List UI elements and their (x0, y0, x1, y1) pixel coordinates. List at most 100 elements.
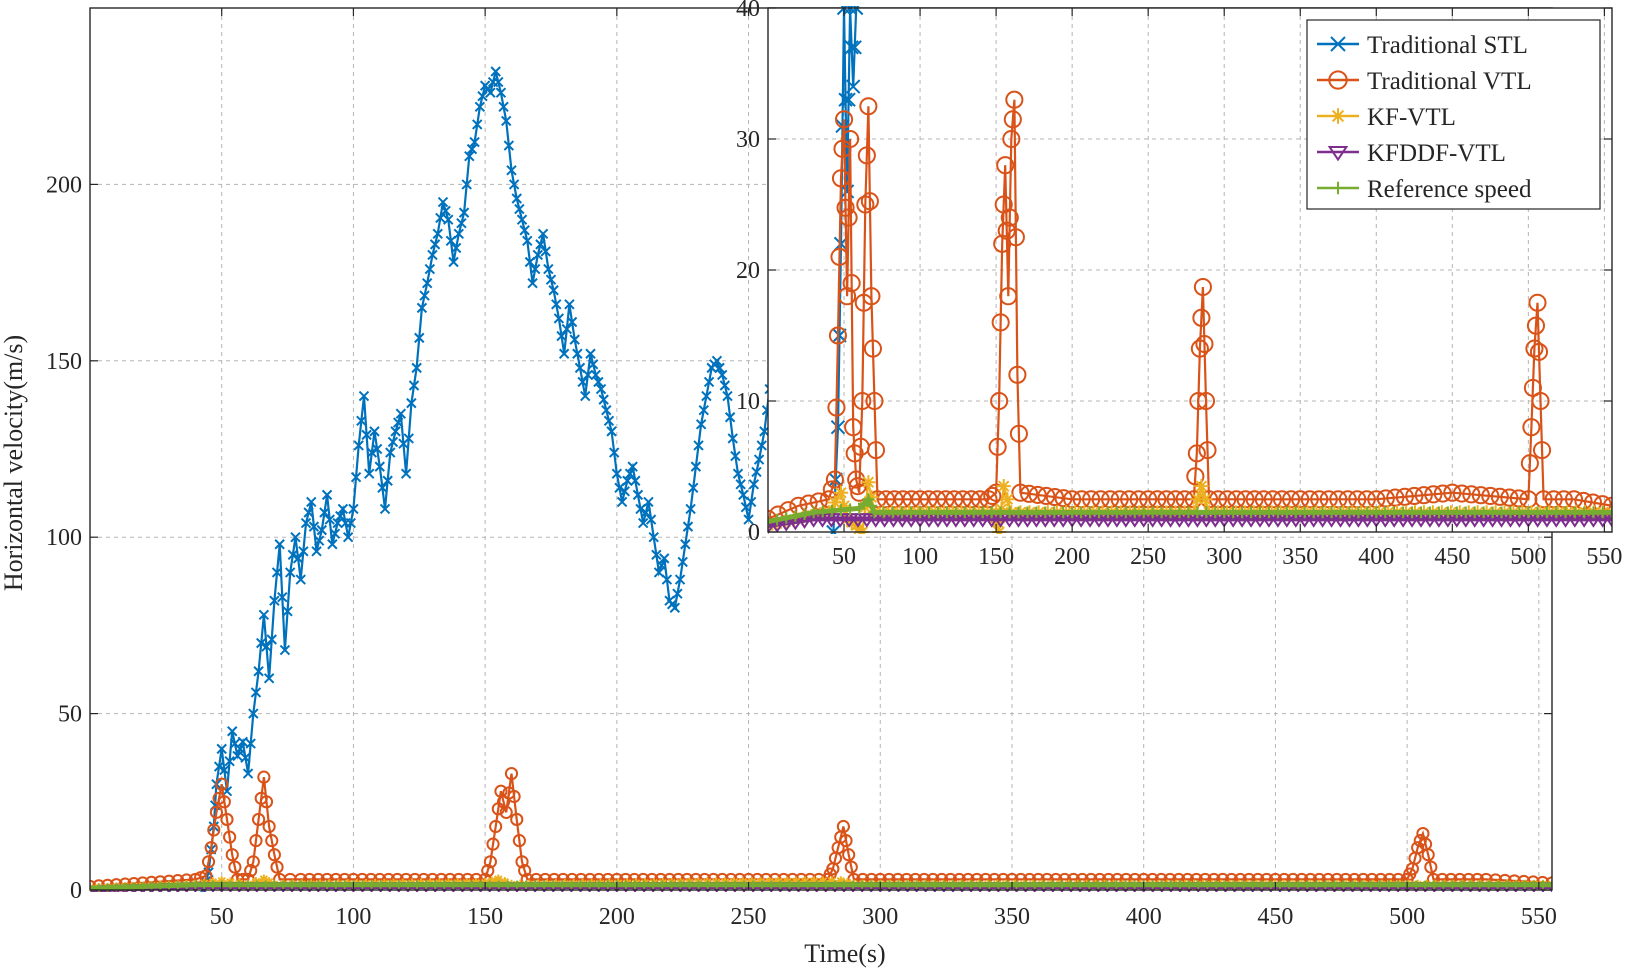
data-point (885, 880, 894, 889)
data-point (406, 397, 417, 409)
data-point (983, 486, 1002, 506)
data-point (606, 426, 617, 437)
data-point (408, 380, 420, 391)
data-point (1606, 506, 1612, 519)
data-point (1190, 492, 1205, 507)
data-point (1030, 880, 1039, 889)
data-point (481, 864, 495, 878)
data-point (858, 880, 867, 889)
data-point (831, 169, 851, 188)
data-point (827, 398, 846, 417)
data-point (1186, 467, 1205, 486)
data-point (284, 567, 296, 578)
data-point (1319, 490, 1338, 509)
data-point (335, 510, 346, 522)
data-point (1412, 880, 1421, 889)
legend-item: Traditional STL (1317, 32, 1528, 59)
data-point (1411, 841, 1425, 855)
data-point (862, 287, 881, 306)
data-point (1339, 880, 1348, 889)
data-point (429, 239, 441, 250)
data-point (844, 860, 858, 874)
data-point (1002, 129, 1021, 149)
data-point (306, 496, 317, 508)
data-point (458, 880, 467, 889)
data-point (561, 323, 573, 335)
data-point (1275, 880, 1284, 889)
data-point (510, 812, 524, 827)
data-point (771, 513, 783, 526)
data-point (261, 641, 272, 652)
data-point (314, 880, 323, 889)
data-point (353, 440, 364, 451)
data-point (1424, 860, 1438, 874)
data-point (226, 880, 235, 889)
data-point (798, 508, 811, 521)
legend-marker (1330, 36, 1346, 52)
data-point (1012, 880, 1021, 889)
data-point (498, 101, 509, 112)
data-point (377, 482, 388, 494)
data-point (1254, 490, 1273, 509)
data-point (627, 461, 638, 472)
data-point (369, 426, 380, 437)
data-point (630, 475, 641, 486)
data-point (630, 880, 640, 889)
data-point (348, 503, 359, 515)
data-point (1175, 880, 1185, 889)
data-point (1148, 880, 1157, 889)
data-point (894, 880, 903, 889)
data-point (461, 179, 472, 190)
data-point (532, 249, 544, 261)
data-point (827, 495, 843, 510)
data-point (1462, 485, 1481, 504)
data-point (842, 274, 861, 293)
data-point (379, 503, 391, 515)
data-point (1094, 880, 1103, 889)
data-point (489, 819, 503, 834)
data-point (219, 764, 230, 776)
data-point (264, 877, 275, 888)
data-point (994, 880, 1003, 889)
data-point (290, 531, 301, 543)
data-point (585, 880, 594, 889)
data-point (258, 609, 270, 621)
data-point (220, 812, 234, 827)
inset-plot: 50 100 150 200 250 300 350 400 450 500 550 0 10 20 30 4… (736, 0, 1622, 570)
data-point (674, 574, 686, 585)
data-point (503, 880, 512, 889)
data-point (321, 489, 333, 501)
data-point (1194, 880, 1203, 889)
data-point (724, 412, 736, 423)
data-point (390, 426, 401, 437)
data-point (1008, 365, 1027, 384)
data-point (746, 877, 757, 888)
data-point (250, 687, 262, 698)
data-point (395, 408, 407, 419)
data-point (537, 228, 549, 239)
data-point (1466, 880, 1475, 889)
data-point (248, 708, 259, 719)
legend-marker (1330, 108, 1346, 124)
data-point (474, 101, 486, 112)
legend-label: KFDDF-VTL (1367, 140, 1506, 167)
data-point (90, 884, 95, 892)
data-point (1166, 880, 1175, 889)
data-point (507, 789, 521, 804)
x-tick-label: 100 (335, 904, 371, 930)
data-point (371, 443, 383, 455)
data-point (782, 876, 793, 887)
data-point (431, 880, 440, 889)
data-point (985, 880, 994, 889)
data-point (1529, 342, 1549, 361)
data-point (598, 394, 609, 405)
x-tick-label: 150 (467, 904, 503, 930)
data-point (1384, 880, 1393, 889)
data-point (464, 150, 475, 162)
data-point (529, 263, 541, 275)
data-point (834, 110, 854, 129)
data-point (303, 507, 314, 518)
data-point (204, 841, 218, 855)
x-tick-label: 450 (1434, 544, 1470, 570)
